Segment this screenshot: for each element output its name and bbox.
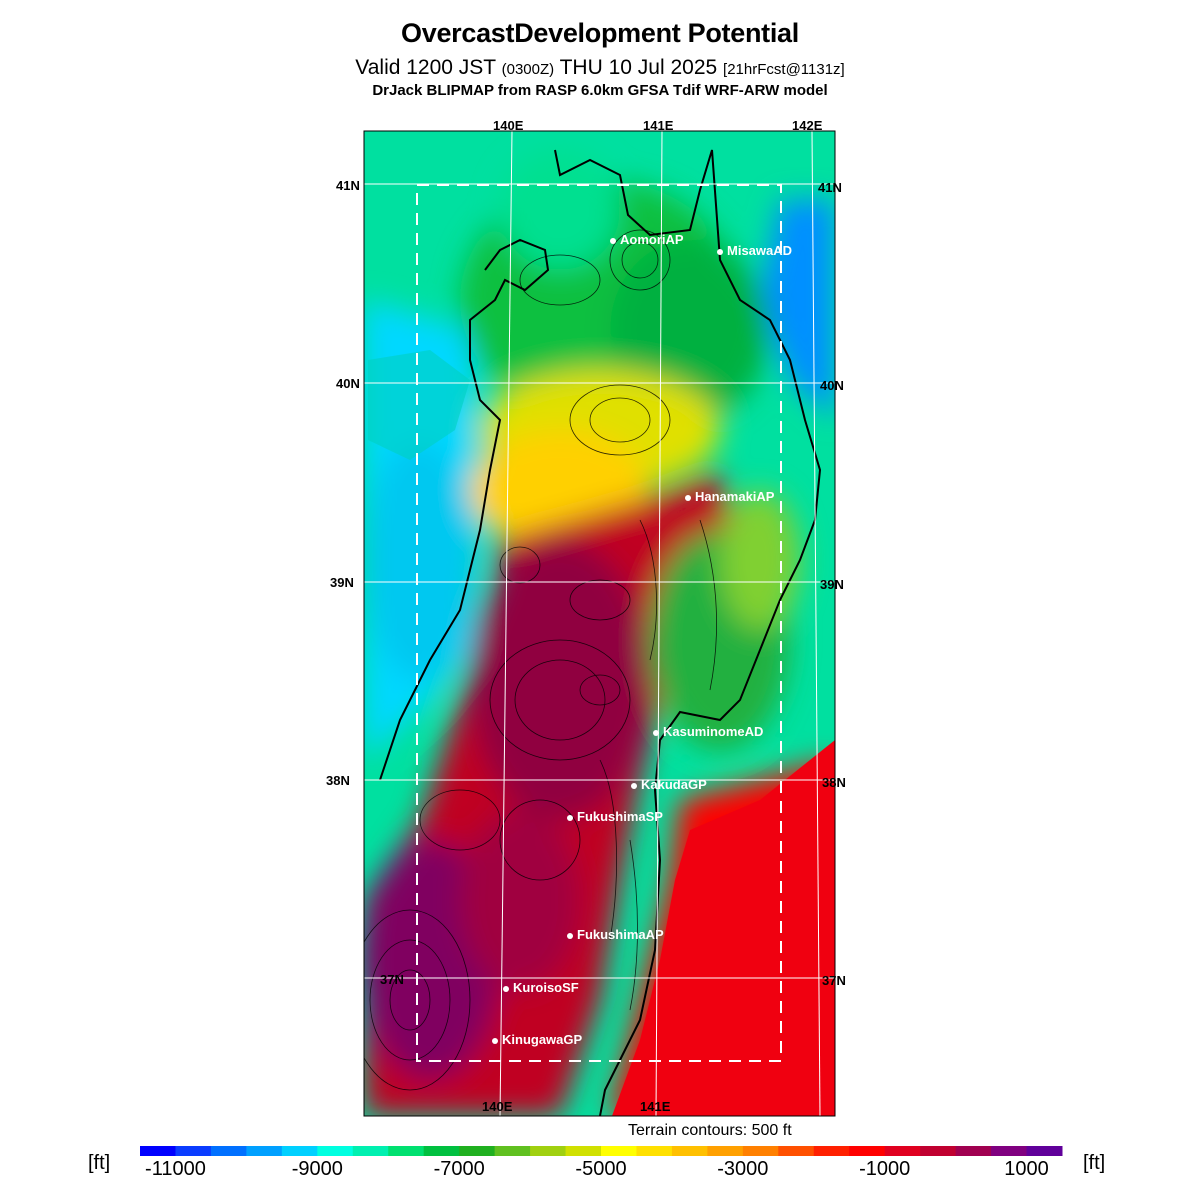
- lat-label-41n-right: 41N: [818, 180, 842, 195]
- colorbar-swatch: [388, 1146, 425, 1156]
- lat-label-40n-right: 40N: [820, 378, 844, 393]
- colorbar-swatch: [140, 1146, 176, 1156]
- colorbar-swatch: [494, 1146, 531, 1156]
- location-marker-icon: [503, 985, 509, 992]
- colorbar-swatch: [884, 1146, 921, 1156]
- lon-label-141e-top: 141E: [643, 118, 674, 133]
- location-marker-icon: [567, 932, 573, 939]
- lon-label-141e-bottom: 141E: [640, 1099, 671, 1114]
- model-description: DrJack BLIPMAP from RASP 6.0km GFSA Tdif…: [372, 82, 828, 99]
- colorbar-swatch: [459, 1146, 496, 1156]
- location-marker-icon: [653, 729, 659, 736]
- colorbar-swatch: [175, 1146, 212, 1156]
- colorbar-swatch: [707, 1146, 744, 1156]
- location-marker-icon: [492, 1037, 498, 1044]
- terrain-contour-note: Terrain contours: 500 ft: [628, 1122, 792, 1139]
- lat-label-41n-left: 41N: [336, 178, 360, 193]
- colorbar-swatch: [317, 1146, 354, 1156]
- location-fukushima-sp[interactable]: FukushimaSP: [567, 809, 663, 824]
- colorbar-tick-label: -1000: [859, 1158, 911, 1180]
- colorbar-tick-label: -7000: [433, 1158, 485, 1180]
- colorbar-swatch: [530, 1146, 567, 1156]
- location-label: KasuminomeAD: [663, 724, 764, 739]
- colorbar-tick-label: -5000: [575, 1158, 627, 1180]
- colorbar-swatch: [601, 1146, 637, 1156]
- colorbar-tick-label: 1000: [1004, 1158, 1049, 1180]
- location-kuroiso-sf[interactable]: KuroisoSF: [503, 980, 579, 995]
- location-kinugawa-gp[interactable]: KinugawaGP: [492, 1032, 582, 1047]
- colorbar: [140, 1146, 1063, 1156]
- lat-label-37n-left: 37N: [380, 972, 404, 987]
- lat-label-39n-right: 39N: [820, 577, 844, 592]
- valid-prefix: Valid 1200 JST: [355, 56, 496, 79]
- location-kakuda-gp[interactable]: KakudaGP: [631, 777, 707, 792]
- colorbar-swatch: [955, 1146, 992, 1156]
- lon-label-140e-top: 140E: [493, 118, 524, 133]
- location-misawa-ad[interactable]: MisawaAD: [717, 243, 792, 258]
- location-hanamaki-ap[interactable]: HanamakiAP: [685, 489, 774, 504]
- colorbar-swatch: [778, 1146, 815, 1156]
- lat-label-38n-left: 38N: [326, 773, 350, 788]
- colorbar-tick-label: -11000: [145, 1158, 206, 1180]
- colorbar-swatch: [565, 1146, 602, 1156]
- colorbar-swatch: [636, 1146, 673, 1156]
- location-label: MisawaAD: [727, 243, 793, 258]
- colorbar-swatch: [849, 1146, 886, 1156]
- location-label: AomoriAP: [620, 232, 684, 247]
- colorbar-swatch: [352, 1146, 389, 1156]
- location-kasuminome-ad[interactable]: KasuminomeAD: [653, 724, 763, 739]
- valid-time-line: Valid 1200 JST (0300Z) THU 10 Jul 2025 […: [0, 56, 1200, 80]
- colorbar-tick-label: -9000: [291, 1158, 343, 1180]
- map-title: OvercastDevelopment Potential: [401, 18, 799, 48]
- forecast-date: THU 10 Jul 2025: [559, 56, 718, 79]
- location-label: FukushimaSP: [577, 809, 663, 824]
- location-marker-icon: [631, 782, 637, 789]
- colorbar-swatch: [742, 1146, 779, 1156]
- colorbar-swatch: [813, 1146, 850, 1156]
- lat-label-40n-left: 40N: [336, 376, 360, 391]
- location-marker-icon: [717, 248, 723, 255]
- lat-label-37n-right: 37N: [822, 973, 846, 988]
- location-label: KinugawaGP: [502, 1032, 583, 1047]
- colorbar-unit-right: [ft]: [1083, 1152, 1106, 1174]
- location-label: KakudaGP: [641, 777, 707, 792]
- colorbar-swatch: [920, 1146, 957, 1156]
- location-label: KuroisoSF: [513, 980, 579, 995]
- colorbar-swatch: [281, 1146, 318, 1156]
- colorbar-tick-label: -3000: [717, 1158, 769, 1180]
- lon-label-140e-bottom: 140E: [482, 1099, 513, 1114]
- location-aomori-ap[interactable]: AomoriAP: [610, 232, 684, 247]
- colorbar-swatch: [210, 1146, 247, 1156]
- colorbar-swatch: [246, 1146, 283, 1156]
- colorbar-swatch: [1026, 1146, 1063, 1156]
- location-label: HanamakiAP: [695, 489, 775, 504]
- location-fukushima-ap[interactable]: FukushimaAP: [567, 927, 664, 942]
- location-marker-icon: [567, 814, 573, 821]
- colorbar-swatch: [423, 1146, 460, 1156]
- location-marker-icon: [685, 494, 691, 501]
- colorbar-swatch: [671, 1146, 708, 1156]
- colorbar-swatch: [991, 1146, 1028, 1156]
- utc-time: (0300Z): [501, 61, 555, 78]
- lat-label-38n-right: 38N: [822, 775, 846, 790]
- location-marker-icon: [610, 237, 616, 244]
- forecast-run: [21hrFcst@1131z]: [723, 61, 845, 78]
- colorbar-unit-left: [ft]: [88, 1152, 111, 1174]
- location-label: FukushimaAP: [577, 927, 664, 942]
- lat-label-39n-left: 39N: [330, 575, 354, 590]
- lon-label-142e-top: 142E: [792, 118, 823, 133]
- forecast-field: [364, 131, 835, 1116]
